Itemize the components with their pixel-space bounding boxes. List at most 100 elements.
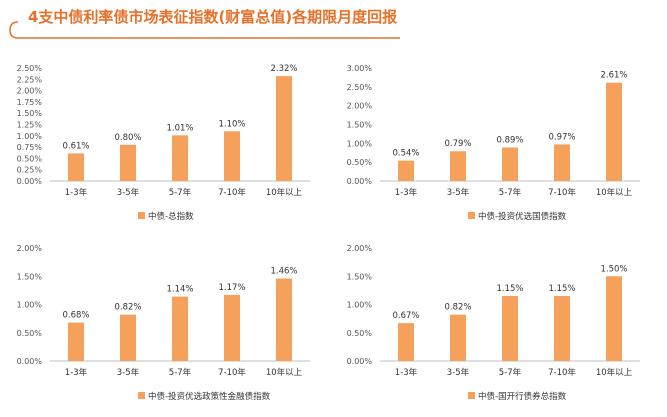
data-label: 1.15% [548,284,575,294]
x-tick-label: 7-10年 [218,367,246,378]
y-tick-label: 3.00% [347,64,373,73]
x-tick-label: 3-5年 [117,367,140,378]
y-tick-label: 0.50% [17,154,43,163]
x-tick-label: 5-7年 [499,367,522,378]
y-tick-label: 2.25% [17,75,43,84]
data-label: 0.97% [548,132,575,142]
bar [276,76,292,181]
y-tick-label: 0.00% [17,357,43,366]
bar [224,294,240,361]
y-tick-label: 1.00% [347,139,373,148]
y-tick-label: 2.50% [17,64,43,73]
bar [450,314,466,361]
y-tick-label: 2.00% [347,244,373,253]
y-tick-label: 2.00% [17,244,43,253]
legend-swatch [468,212,475,219]
y-tick-label: 0.75% [17,143,43,152]
x-tick-label: 10年以上 [596,367,633,378]
bar [502,296,518,361]
y-tick-label: 1.50% [17,272,43,281]
y-tick-label: 1.00% [17,301,43,310]
data-label: 0.68% [62,311,89,321]
data-label: 0.89% [496,135,523,145]
data-label: 2.32% [270,64,297,74]
data-label: 1.17% [218,283,245,293]
data-label: 0.82% [444,303,471,313]
x-tick-label: 3-5年 [447,187,470,198]
y-tick-label: 2.50% [347,83,373,92]
legend-swatch [138,392,145,399]
x-tick-label: 7-10年 [218,187,246,198]
bar [554,296,570,361]
data-label: 1.01% [166,123,193,133]
y-tick-label: 2.00% [347,102,373,111]
y-tick-label: 2.00% [17,87,43,96]
y-tick-label: 0.25% [17,166,43,175]
legend-label: 中债-国开行债券总指数 [478,391,567,402]
bar [606,276,622,361]
data-label: 2.61% [600,71,627,81]
bar [120,314,136,361]
y-tick-label: 1.25% [17,121,43,130]
x-tick-label: 5-7年 [169,367,192,378]
data-label: 1.46% [270,267,297,277]
legend-label: 中债-投资优选国债指数 [478,211,567,222]
bar [502,147,518,181]
bar [276,278,292,361]
y-tick-label: 0.50% [347,329,373,338]
bar [450,151,466,181]
data-label: 0.80% [114,133,141,143]
data-label: 0.61% [62,141,89,151]
x-tick-label: 10年以上 [596,187,633,198]
x-tick-label: 10年以上 [266,187,303,198]
y-tick-label: 1.50% [347,121,373,130]
bar [172,296,188,361]
data-label: 1.10% [218,119,245,129]
chart-svg: 0.00% 0.25% 0.50% 0.75% 1.00% 1.25% 1.50% 1.75%… [17,64,310,222]
y-tick-label: 0.50% [17,329,43,338]
chart-svg: 0.00% 0.50% 1.00% 1.50% 2.00% 0.67% 1-3年 0.82% 3… [347,244,640,402]
data-label: 1.14% [166,285,193,295]
legend-swatch [138,212,145,219]
bar [120,144,136,181]
x-tick-label: 1-3年 [65,187,88,198]
y-tick-label: 1.75% [17,98,43,107]
x-tick-label: 7-10年 [548,187,576,198]
x-tick-label: 1-3年 [65,367,88,378]
y-tick-label: 0.00% [17,177,43,186]
chart-svg: 0.00% 0.50% 1.00% 1.50% 2.00% 2.50% 3.00% 0.54%… [347,64,640,222]
bar [224,131,240,181]
legend-swatch [468,392,475,399]
y-tick-label: 1.00% [17,132,43,141]
data-label: 0.82% [114,303,141,313]
data-label: 1.50% [600,264,627,274]
title-frame [9,21,400,39]
legend-label: 中债-投资优选政策性金融债指数 [148,391,271,402]
chart-svg: 0.00% 0.50% 1.00% 1.50% 2.00% 0.68% 1-3年 0.82% 3… [17,244,310,402]
x-tick-label: 3-5年 [117,187,140,198]
y-tick-label: 1.50% [347,272,373,281]
x-tick-label: 5-7年 [499,187,522,198]
chart-total-index: 0.00% 0.25% 0.50% 0.75% 1.00% 1.25% 1.50% 1.75%… [10,52,335,237]
y-tick-label: 0.50% [347,158,373,167]
y-tick-label: 1.00% [347,301,373,310]
bar [398,160,414,181]
data-label: 0.79% [444,139,471,149]
chart-policy-bank-index: 0.00% 0.50% 1.00% 1.50% 2.00% 0.68% 1-3年 0.82% 3… [10,232,335,417]
data-label: 1.15% [496,284,523,294]
legend-label: 中债-总指数 [148,211,194,222]
bar [68,153,84,181]
x-tick-label: 1-3年 [395,187,418,198]
bar [172,135,188,181]
chart-cdb-index: 0.00% 0.50% 1.00% 1.50% 2.00% 0.67% 1-3年 0.82% 3… [340,232,665,417]
x-tick-label: 1-3年 [395,367,418,378]
y-tick-label: 1.50% [17,109,43,118]
bar [68,322,84,361]
data-label: 0.67% [392,311,419,321]
data-label: 0.54% [392,149,419,159]
x-tick-label: 5-7年 [169,187,192,198]
x-tick-label: 7-10年 [548,367,576,378]
bar [398,323,414,361]
bar [554,144,570,181]
y-tick-label: 0.00% [347,177,373,186]
